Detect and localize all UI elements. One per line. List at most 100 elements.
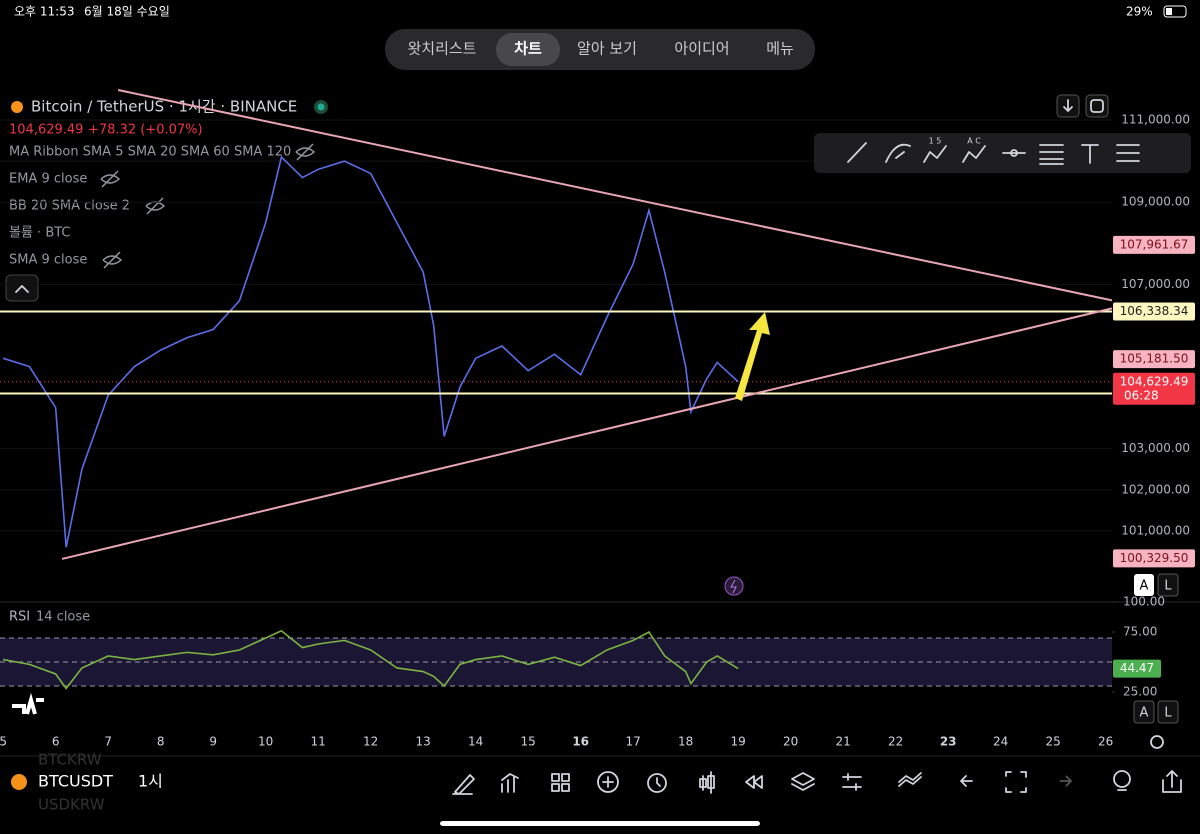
auto-scale[interactable] [1134,574,1154,596]
x-tick-label: 6 [52,735,60,749]
watchlist-ghost: USDKRW [38,796,105,814]
x-tick-label: 18 [678,735,693,749]
x-tick-label: 13 [416,735,431,749]
events-icon [730,579,737,594]
indicator-label[interactable]: 볼륨 · BTC [9,226,71,241]
hline-tool[interactable] [1002,149,1026,157]
rsi-log-label: L [1164,706,1172,721]
level-label: 106,338.34 [1120,304,1189,318]
market-status-dot [317,103,325,111]
tv-logo [12,692,44,715]
hidden-eye[interactable] [295,143,316,161]
ideas-button[interactable] [1113,770,1131,788]
price-tag [1113,549,1195,568]
indicator-label[interactable]: BB 20 SMA close 2 [9,199,130,214]
indicator-label[interactable]: EMA 9 close [9,172,87,187]
tab[interactable]: 메뉴 [766,40,794,58]
bottom-interval[interactable]: 1시 [138,772,163,791]
events-badge[interactable] [724,576,744,596]
rsi-line [3,629,739,690]
hidden-eye[interactable] [145,197,166,215]
share-button[interactable] [1162,770,1182,793]
rsi-auto-scale[interactable] [1133,700,1155,724]
home-indicator [440,821,760,826]
alert-button[interactable] [647,773,667,793]
price-change: +78.32 (+0.07%) [88,123,203,138]
compare-button[interactable] [898,772,922,787]
collapse-legend[interactable] [5,274,39,302]
x-tick-label: 14 [468,735,483,749]
x-tick-label: 8 [157,735,165,749]
status-time: 오후 11:53 [14,5,74,19]
x-tick-label: 15 [521,735,536,749]
price-tag-label: 100,329.50 [1120,551,1189,565]
trendline [61,307,1113,560]
x-tick-label: 25 [1046,735,1061,749]
fib-tool[interactable] [1039,144,1064,165]
rsi-log-scale[interactable] [1157,700,1179,724]
alert-hands [656,777,661,787]
trend-tool[interactable] [847,142,867,163]
price-tag-label: 105,181.50 [1120,352,1189,366]
x-tick-label: 9 [209,735,217,749]
indicator-label[interactable]: SMA 9 close [9,253,87,268]
reset-button[interactable] [1085,94,1109,118]
tool-label: 1 5 [929,137,942,146]
tab[interactable]: 차트 [514,40,542,58]
tab[interactable]: 알아 보기 [577,40,637,58]
fullscreen-button[interactable] [1005,771,1027,793]
more-tools[interactable] [1116,144,1140,162]
rsi-current-tag [1113,659,1161,678]
x-tick-label: 11 [311,735,326,749]
x-tick-label: 7 [104,735,112,749]
undo-button[interactable] [960,775,973,787]
draw-button[interactable] [452,774,475,795]
x-tick-label: 24 [993,735,1008,749]
brush-tool[interactable] [885,143,911,163]
layout-button-b [561,773,570,782]
x-tick-label: 21 [836,735,851,749]
price-line [2,155,739,548]
tab[interactable]: 왓치리스트 [407,40,476,58]
abcd-tool[interactable] [962,145,986,163]
rsi-subtitle[interactable]: 14 close [36,610,90,625]
indicator-label[interactable]: MA Ribbon SMA 5 SMA 20 SMA 60 SMA 120 [9,145,291,160]
hidden-eye[interactable] [102,251,123,269]
indicators-button[interactable] [501,773,519,793]
price-tag-label: 107,961.67 [1120,237,1189,251]
text-tool[interactable] [1081,144,1099,164]
log-scale[interactable] [1157,573,1179,597]
replay-button[interactable] [745,775,763,789]
y-tick-label: 103,000.00 [1121,441,1190,455]
objects-button[interactable] [791,772,815,791]
layout-button[interactable] [551,773,560,782]
add-button[interactable] [597,771,619,793]
hidden-eye[interactable] [100,170,121,188]
rsi-tick-label: 25.00 [1123,684,1157,698]
add-plus [602,776,614,788]
settings-icon[interactable] [1150,735,1164,749]
redo-button[interactable] [1060,775,1073,787]
settings-button[interactable] [842,773,862,791]
y-tick-label: 101,000.00 [1121,523,1190,537]
x-tick-label: 10 [258,735,273,749]
chart-type-button[interactable] [699,771,715,794]
layout-button-c [551,783,560,792]
active-tab-bg [496,33,560,66]
pattern-tool[interactable] [923,145,947,163]
layout-button-d [561,783,570,792]
tab-bar [385,29,815,70]
bottom-symbol[interactable]: BTCUSDT [38,772,113,791]
rsi-tick-label: 75.00 [1123,624,1157,638]
drawing-tools: 1 5 A C [847,137,1140,165]
symbol-title[interactable]: Bitcoin / TetherUS · 1시간 · BINANCE [31,98,297,116]
arrow-annotation [735,312,770,401]
symbol-icon [11,101,23,113]
tab[interactable]: 아이디어 [674,40,729,58]
x-tick-label: 20 [783,735,798,749]
trendline [117,88,1113,302]
rsi-title[interactable]: RSI [9,610,30,625]
battery-fill [1166,8,1172,15]
bottom-toolbar [452,770,1182,795]
